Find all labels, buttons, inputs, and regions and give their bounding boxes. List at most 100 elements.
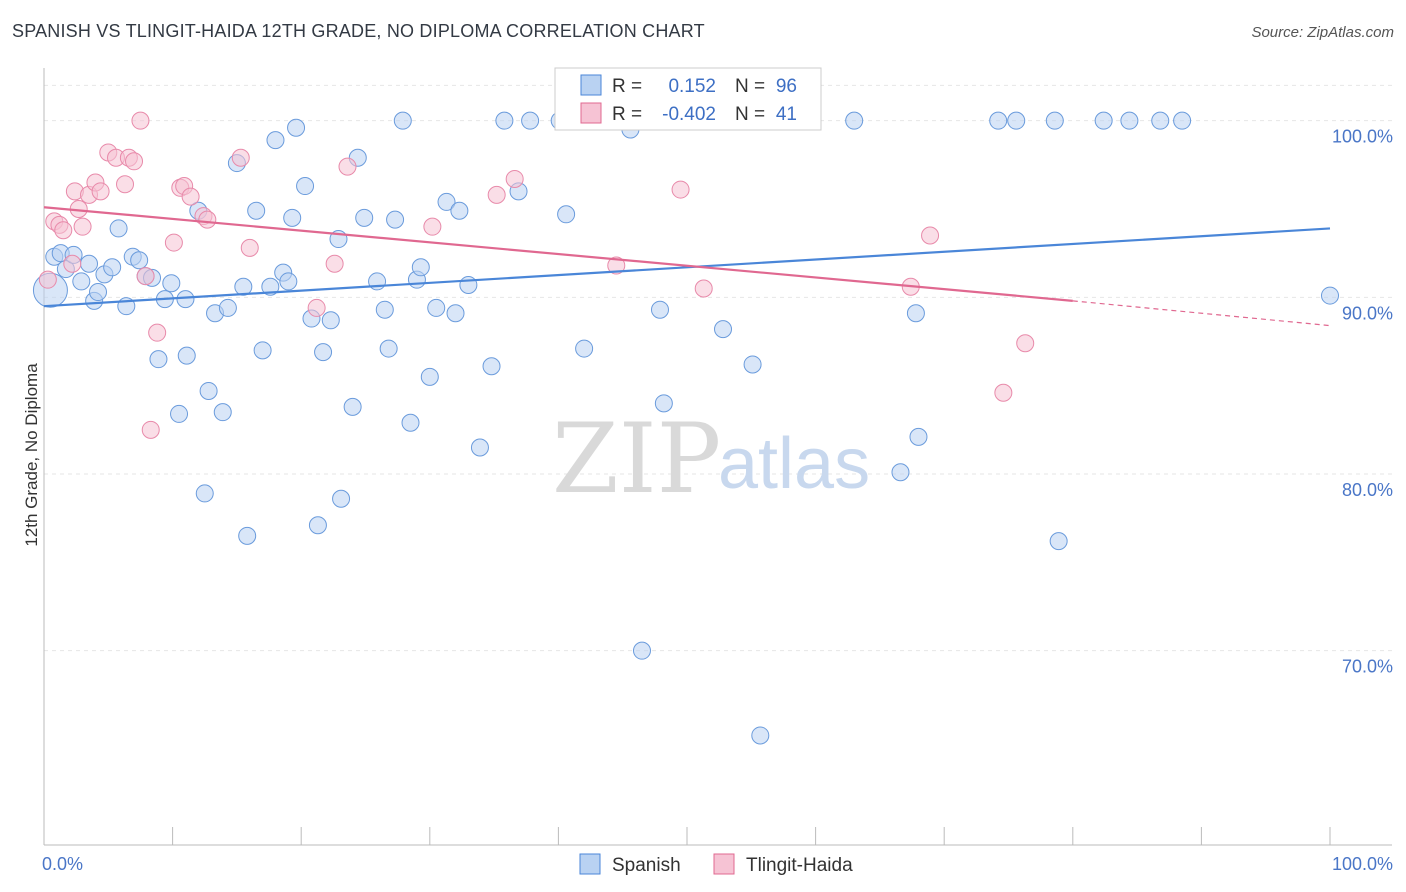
legend-r-value-spanish: 0.152 <box>668 76 716 97</box>
point-spanish-34 <box>261 277 280 296</box>
point-spanish-74 <box>650 300 669 319</box>
point-spanish-73 <box>632 641 651 660</box>
point-spanish-55 <box>401 413 420 432</box>
legend-n-value-tlingit-haida: 41 <box>776 104 797 125</box>
point-tlingit-haida-33 <box>505 169 524 188</box>
point-spanish-27 <box>213 403 232 422</box>
point-spanish-63 <box>459 275 478 294</box>
point-spanish-58 <box>420 367 439 386</box>
point-tlingit-haida-36 <box>694 279 713 298</box>
legend-n-label-tlingit-haida: N = <box>735 104 765 125</box>
point-spanish-89 <box>1045 111 1064 130</box>
watermark-atlas: atlas <box>718 424 870 504</box>
bottom-legend-label-tlingit-haida: Tlingit-Haida <box>746 855 853 876</box>
y-tick-label-90: 90.0% <box>1342 303 1393 323</box>
point-spanish-46 <box>332 489 351 508</box>
point-spanish-54 <box>393 111 412 130</box>
point-spanish-6 <box>80 254 99 273</box>
point-spanish-35 <box>266 131 285 150</box>
point-tlingit-haida-3 <box>54 221 73 240</box>
point-tlingit-haida-20 <box>164 233 183 252</box>
point-spanish-64 <box>470 438 489 457</box>
point-tlingit-haida-31 <box>423 217 442 236</box>
point-spanish-49 <box>355 208 374 227</box>
x-tick-label-min: 0.0% <box>42 854 83 874</box>
point-spanish-37 <box>279 272 298 291</box>
x-tick-label-max: 100.0% <box>1332 854 1393 874</box>
point-spanish-11 <box>109 219 128 238</box>
point-spanish-57 <box>411 258 430 277</box>
point-spanish-92 <box>1120 111 1139 130</box>
point-spanish-88 <box>1007 111 1026 130</box>
point-spanish-95 <box>1321 286 1339 305</box>
legend-n-label-spanish: N = <box>735 76 765 97</box>
point-spanish-75 <box>654 394 673 413</box>
legend-r-label-spanish: R = <box>612 76 642 97</box>
point-spanish-60 <box>437 192 456 211</box>
point-spanish-32 <box>247 201 266 220</box>
point-tlingit-haida-25 <box>198 210 217 229</box>
point-spanish-25 <box>199 381 218 400</box>
trend-line-tlingit-haida <box>43 206 1073 302</box>
point-tlingit-haida-39 <box>994 383 1013 402</box>
trend-lines <box>43 206 1331 327</box>
bottom-legend-swatch-tlingit-haida <box>713 853 735 875</box>
point-spanish-66 <box>495 111 514 130</box>
bottom-legend-swatch-spanish <box>579 853 601 875</box>
series-legend: Spanish Tlingit-Haida <box>579 853 853 876</box>
point-spanish-86 <box>909 427 928 446</box>
point-spanish-22 <box>177 346 196 365</box>
point-spanish-91 <box>1094 111 1113 130</box>
point-tlingit-haida-23 <box>181 187 200 206</box>
point-spanish-87 <box>989 111 1008 130</box>
point-tlingit-haida-19 <box>148 323 167 342</box>
legend-swatch-tlingit-haida <box>580 102 602 124</box>
point-spanish-80 <box>751 726 770 745</box>
watermark: ZIP atlas <box>552 403 870 515</box>
point-tlingit-haida-30 <box>338 157 357 176</box>
point-tlingit-haida-40 <box>1016 334 1035 353</box>
point-tlingit-haida-28 <box>307 298 326 317</box>
point-spanish-94 <box>1173 111 1192 130</box>
point-tlingit-haida-15 <box>125 152 144 171</box>
point-spanish-38 <box>283 208 302 227</box>
point-spanish-19 <box>162 274 181 293</box>
point-tlingit-haida-29 <box>325 254 344 273</box>
point-spanish-14 <box>130 251 149 270</box>
point-spanish-47 <box>343 397 362 416</box>
legend-r-label-tlingit-haida: R = <box>612 104 642 125</box>
axes <box>43 68 1392 846</box>
chart-title: SPANISH VS TLINGIT-HAIDA 12TH GRADE, NO … <box>12 21 705 41</box>
legend-r-value-tlingit-haida: -0.402 <box>662 104 716 125</box>
point-spanish-68 <box>521 111 540 130</box>
point-spanish-30 <box>234 277 253 296</box>
point-spanish-28 <box>218 298 237 317</box>
bottom-legend-label-spanish: Spanish <box>612 855 681 876</box>
point-tlingit-haida-38 <box>921 226 940 245</box>
point-tlingit-haida-27 <box>240 238 259 257</box>
point-tlingit-haida-13 <box>116 175 135 194</box>
point-spanish-83 <box>845 111 864 130</box>
point-spanish-43 <box>314 343 333 362</box>
point-spanish-53 <box>386 210 405 229</box>
point-spanish-17 <box>149 350 168 369</box>
point-spanish-70 <box>557 205 576 224</box>
point-tlingit-haida-32 <box>487 185 506 204</box>
point-spanish-8 <box>89 283 108 302</box>
point-spanish-21 <box>176 290 195 309</box>
point-tlingit-haida-4 <box>63 254 82 273</box>
legend-n-value-spanish: 96 <box>776 76 797 97</box>
point-spanish-71 <box>575 339 594 358</box>
chart-source: Source: ZipAtlas.com <box>1251 24 1394 41</box>
point-spanish-85 <box>906 304 925 323</box>
point-spanish-61 <box>446 304 465 323</box>
point-spanish-78 <box>714 320 733 339</box>
point-tlingit-haida-16 <box>131 111 150 130</box>
point-spanish-20 <box>170 404 189 423</box>
point-tlingit-haida-7 <box>73 217 92 236</box>
point-spanish-52 <box>379 339 398 358</box>
point-spanish-42 <box>308 516 327 535</box>
point-tlingit-haida-17 <box>136 267 155 286</box>
point-tlingit-haida-35 <box>671 180 690 199</box>
